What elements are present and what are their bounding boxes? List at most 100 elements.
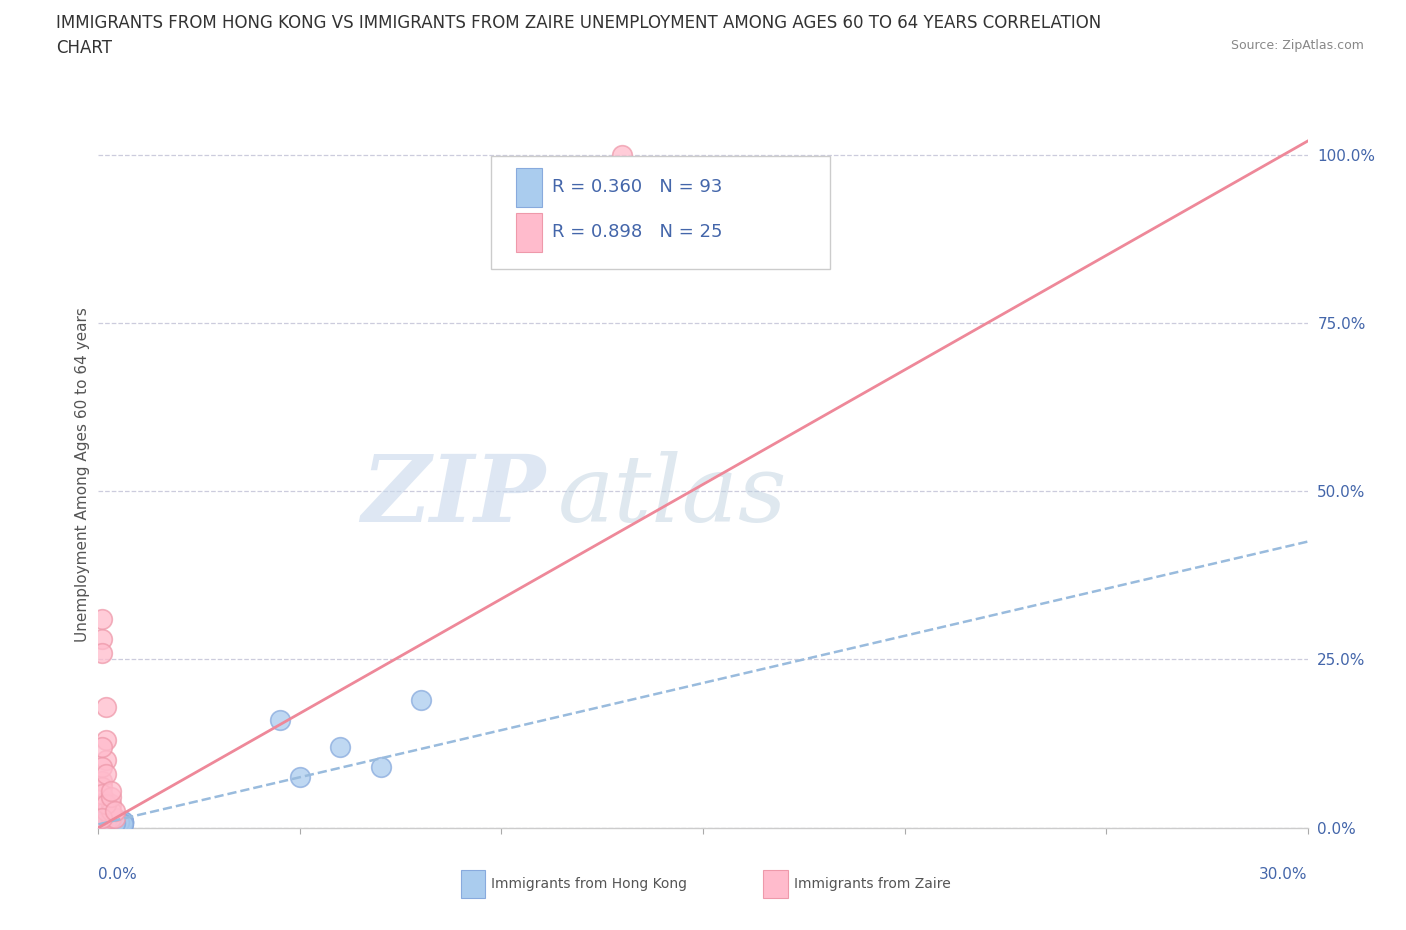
- Point: [100, 816, 122, 830]
- Point: [100, 810, 122, 825]
- Point: [370, 760, 392, 775]
- Point: [100, 817, 122, 831]
- Point: [100, 811, 122, 826]
- Point: [91, 645, 114, 660]
- Point: [107, 815, 129, 830]
- Point: [103, 813, 125, 828]
- Point: [96, 797, 118, 812]
- Point: [103, 816, 125, 830]
- Point: [91, 810, 114, 825]
- Point: [96, 814, 118, 829]
- Point: [103, 816, 125, 830]
- Point: [111, 814, 134, 829]
- Point: [100, 813, 122, 828]
- Point: [107, 815, 129, 830]
- Point: [91, 812, 114, 827]
- Point: [100, 812, 122, 827]
- Point: [100, 790, 122, 804]
- Point: [100, 814, 122, 829]
- FancyBboxPatch shape: [516, 213, 543, 252]
- Point: [96, 804, 118, 818]
- Point: [91, 814, 114, 829]
- Point: [107, 814, 129, 829]
- Point: [103, 814, 125, 829]
- Point: [96, 811, 118, 826]
- Point: [107, 815, 129, 830]
- Point: [100, 816, 122, 830]
- Point: [111, 815, 134, 830]
- FancyBboxPatch shape: [516, 168, 543, 207]
- Point: [91, 817, 114, 831]
- Point: [96, 811, 118, 826]
- Point: [100, 797, 122, 812]
- Text: atlas: atlas: [558, 450, 787, 540]
- Point: [91, 787, 114, 802]
- Point: [103, 812, 125, 827]
- Point: [409, 692, 432, 707]
- Point: [91, 816, 114, 830]
- Point: [103, 813, 125, 828]
- Point: [91, 813, 114, 828]
- Point: [100, 815, 122, 830]
- Point: [107, 817, 129, 831]
- Point: [329, 739, 352, 754]
- Point: [269, 712, 291, 727]
- Point: [96, 813, 118, 828]
- Point: [107, 815, 129, 830]
- Point: [91, 773, 114, 788]
- Point: [96, 793, 118, 808]
- Point: [100, 815, 122, 830]
- Point: [103, 816, 125, 830]
- Point: [100, 804, 122, 818]
- Point: [96, 815, 118, 830]
- Text: Immigrants from Hong Kong: Immigrants from Hong Kong: [492, 877, 688, 891]
- Point: [100, 816, 122, 830]
- Point: [96, 812, 118, 827]
- FancyBboxPatch shape: [763, 870, 787, 898]
- Point: [96, 811, 118, 826]
- Point: [103, 813, 125, 828]
- Point: [103, 804, 125, 818]
- Text: R = 0.898   N = 25: R = 0.898 N = 25: [551, 223, 723, 241]
- Text: R = 0.360   N = 93: R = 0.360 N = 93: [551, 179, 723, 196]
- Text: IMMIGRANTS FROM HONG KONG VS IMMIGRANTS FROM ZAIRE UNEMPLOYMENT AMONG AGES 60 TO: IMMIGRANTS FROM HONG KONG VS IMMIGRANTS …: [56, 14, 1101, 32]
- Point: [96, 699, 118, 714]
- Point: [91, 810, 114, 825]
- Point: [100, 813, 122, 828]
- Point: [96, 811, 118, 826]
- Point: [288, 770, 311, 785]
- Text: CHART: CHART: [56, 39, 112, 57]
- Point: [91, 631, 114, 646]
- Text: Immigrants from Zaire: Immigrants from Zaire: [793, 877, 950, 891]
- Point: [96, 753, 118, 768]
- Point: [111, 814, 134, 829]
- Point: [107, 814, 129, 829]
- Point: [96, 816, 118, 830]
- Y-axis label: Unemployment Among Ages 60 to 64 years: Unemployment Among Ages 60 to 64 years: [75, 307, 90, 642]
- Point: [107, 814, 129, 829]
- Point: [111, 814, 134, 829]
- Point: [91, 809, 114, 824]
- Point: [107, 817, 129, 831]
- Point: [96, 810, 118, 825]
- Text: 30.0%: 30.0%: [1260, 867, 1308, 882]
- Point: [103, 814, 125, 829]
- Point: [103, 815, 125, 830]
- Point: [100, 810, 122, 825]
- Point: [100, 816, 122, 830]
- Point: [96, 733, 118, 748]
- Point: [96, 766, 118, 781]
- Point: [103, 817, 125, 831]
- Point: [91, 809, 114, 824]
- Point: [612, 147, 634, 162]
- Point: [100, 814, 122, 829]
- Point: [111, 817, 134, 831]
- Point: [91, 812, 114, 827]
- Point: [100, 815, 122, 830]
- Point: [91, 812, 114, 827]
- Point: [100, 817, 122, 831]
- Point: [111, 814, 134, 829]
- Point: [96, 814, 118, 829]
- Point: [96, 814, 118, 829]
- Point: [91, 780, 114, 795]
